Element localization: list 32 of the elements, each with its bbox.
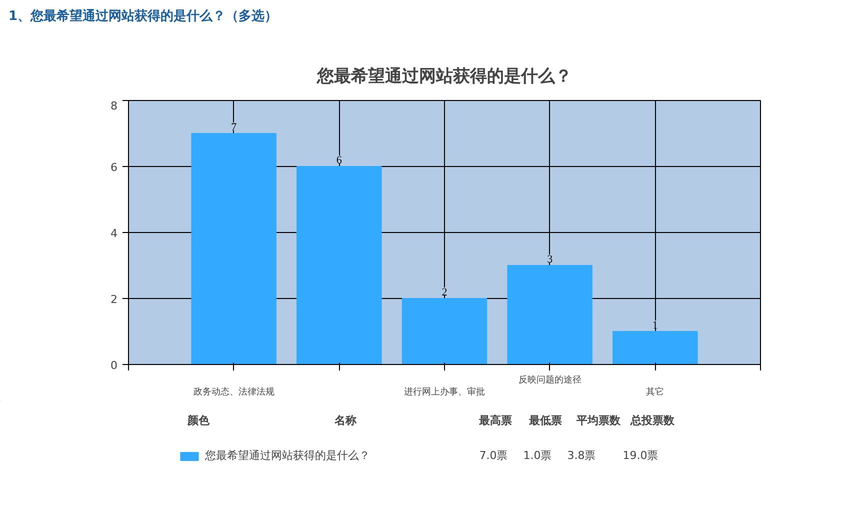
text: 颜色 xyxy=(186,414,210,427)
x-tick-label: 政务动态、法律法规 xyxy=(193,386,274,398)
data-label: 6 xyxy=(336,154,342,166)
data-label: 2 xyxy=(442,286,448,298)
text: 最低票 xyxy=(528,414,562,427)
bar xyxy=(507,265,592,364)
y-tick-label: 6 xyxy=(110,161,118,174)
text: 总投票数 xyxy=(630,414,676,427)
bar xyxy=(612,331,698,364)
x-tick-label: 反映问题的途径 xyxy=(518,374,582,386)
text: 平均票数 xyxy=(576,414,622,427)
y-tick-label: 2 xyxy=(110,293,118,306)
bar xyxy=(296,166,382,364)
text: 19.0票 xyxy=(622,449,658,462)
text: 最高票 xyxy=(478,414,512,427)
y-tick-label: 0 xyxy=(110,359,118,372)
text: 7.0票 xyxy=(479,449,508,462)
legend-label: 您最希望通过网站获得的是什么？ xyxy=(205,448,370,463)
y-tick-label: 8 xyxy=(110,100,118,112)
x-tick-label: 进行网上办事、审批 xyxy=(404,386,485,398)
chart-subtitle: 您最希望通过网站获得的是什么？ xyxy=(316,66,572,86)
y-tick-label: 4 xyxy=(110,227,118,240)
data-label: 3 xyxy=(547,254,554,266)
text: 3.8票 xyxy=(567,449,596,462)
x-tick-label: 其它 xyxy=(646,386,664,398)
text: 1.0票 xyxy=(523,449,552,462)
chart-title: 1、您最希望通过网站获得的是什么？（多选） xyxy=(8,8,278,24)
data-label: 7 xyxy=(231,122,238,134)
text: 名称 xyxy=(334,414,358,427)
data-label: 1 xyxy=(652,320,658,332)
bar xyxy=(402,298,488,364)
bar xyxy=(191,133,276,364)
